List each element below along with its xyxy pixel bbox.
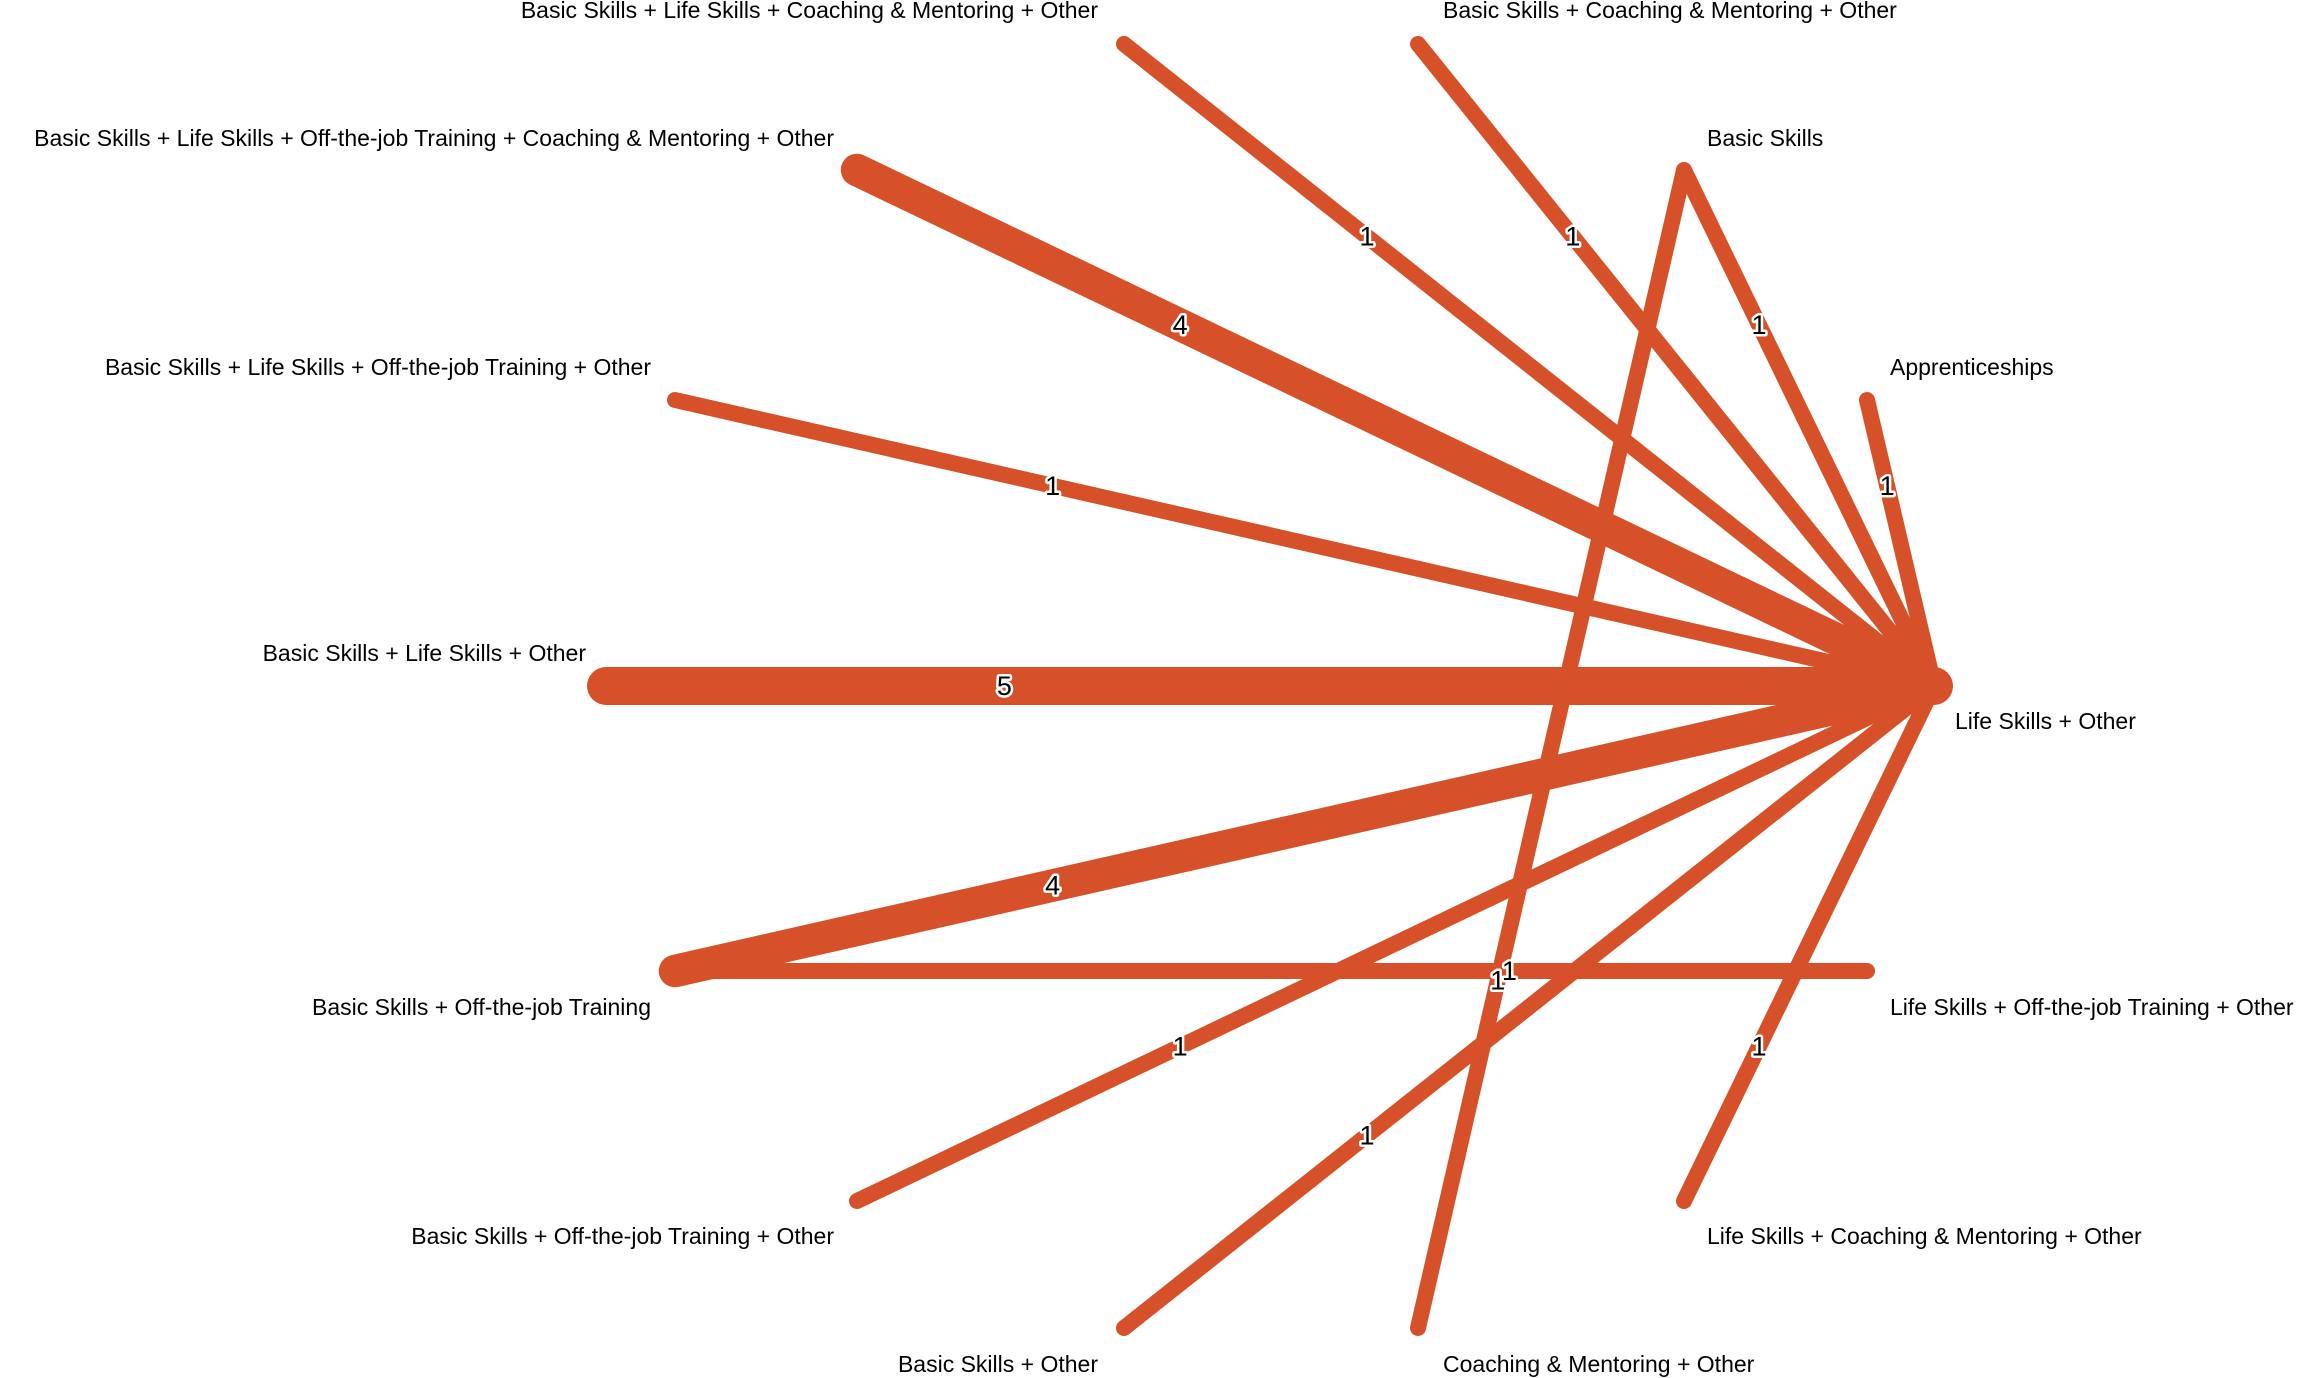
- edge-bs-cmo: [1410, 162, 1692, 1336]
- node-label-bslsojtcmo: Basic Skills + Life Skills + Off-the-job…: [34, 125, 834, 151]
- edge-weight-label-bs-cmo: 1: [1490, 966, 1505, 996]
- node-label-bslscmo: Basic Skills + Life Skills + Coaching & …: [521, 0, 1099, 23]
- edge-weight-label-bsojt-lsojto: 1: [1502, 956, 1517, 986]
- edge-weight-label-lso-bslscmo: 1: [1359, 222, 1374, 252]
- node-label-lso: Life Skills + Other: [1955, 708, 2136, 734]
- node-label-bslsojto: Basic Skills + Life Skills + Off-the-job…: [105, 354, 651, 380]
- edge-weight-label-lso-bslsojto: 1: [1045, 471, 1060, 501]
- edges-layer: [587, 36, 1953, 1336]
- edge-lso-bslsojtcmo: [840, 153, 1951, 703]
- edge-weight-label-lso-bso: 1: [1359, 1120, 1374, 1150]
- node-label-bsojto: Basic Skills + Off-the-job Training + Ot…: [411, 1223, 834, 1249]
- edge-lso-bslscmo: [1116, 36, 1942, 694]
- edge-lso-bso: [1116, 678, 1942, 1336]
- edge-lso-app: [1859, 392, 1942, 694]
- edge-lso-bslsojto: [667, 392, 1942, 694]
- edge-lso-bsojt: [658, 669, 1951, 988]
- edge-weight-label-lso-lscmo: 1: [1751, 1032, 1766, 1062]
- edge-weight-label-lso-bsojt: 4: [1045, 871, 1060, 901]
- node-label-bso: Basic Skills + Other: [898, 1351, 1098, 1377]
- edge-weight-label-lso-bsojto: 1: [1173, 1032, 1188, 1062]
- edge-lso-bs: [1676, 162, 1942, 694]
- node-label-cmo: Coaching & Mentoring + Other: [1443, 1351, 1755, 1377]
- edge-weight-label-lso-bscmo: 1: [1565, 222, 1580, 252]
- node-label-lscmo: Life Skills + Coaching & Mentoring + Oth…: [1707, 1223, 2142, 1249]
- node-label-bs: Basic Skills: [1707, 125, 1823, 151]
- edge-weight-label-lso-bs: 1: [1751, 310, 1766, 340]
- node-label-bsojt: Basic Skills + Off-the-job Training: [312, 994, 651, 1020]
- node-label-bscmo: Basic Skills + Coaching & Mentoring + Ot…: [1443, 0, 1897, 23]
- edge-lso-bsojto: [849, 678, 1942, 1209]
- node-label-app: Apprenticeships: [1890, 354, 2054, 380]
- node-label-bslso: Basic Skills + Life Skills + Other: [263, 640, 587, 666]
- edge-weight-label-lso-app: 1: [1880, 471, 1895, 501]
- edge-lso-lscmo: [1676, 678, 1942, 1209]
- edge-lso-bscmo: [1410, 36, 1942, 694]
- edge-weight-label-lso-bslsojtcmo: 4: [1173, 310, 1188, 340]
- edge-weight-label-lso-bslso: 5: [997, 671, 1012, 701]
- node-label-lsojto: Life Skills + Off-the-job Training + Oth…: [1890, 994, 2294, 1020]
- node-labels-layer: Life Skills + Other Apprenticeships Basic …: [34, 0, 2294, 1377]
